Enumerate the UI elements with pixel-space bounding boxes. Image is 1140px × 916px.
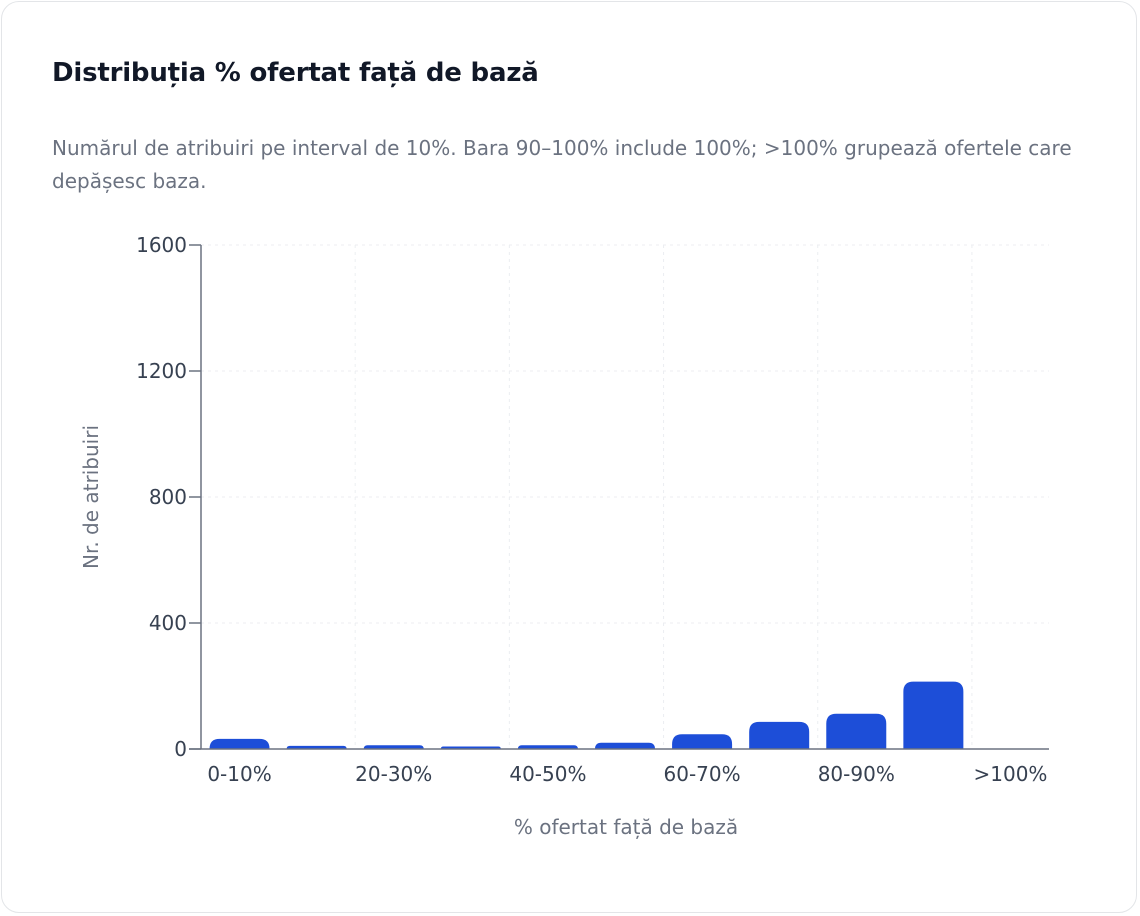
bar-90-100 (903, 681, 964, 749)
x-axis-title: % ofertat față de bază (514, 815, 738, 839)
y-tick-label: 1600 (136, 233, 187, 257)
y-tick-label: 400 (149, 611, 187, 635)
grid-lines (201, 244, 1049, 749)
bars (209, 681, 964, 749)
bar-40-50 (517, 745, 578, 749)
bar-10-20 (286, 745, 347, 749)
chart-subtitle: Numărul de atribuiri pe interval de 10%.… (52, 136, 1072, 193)
bar-60-70 (672, 734, 733, 749)
bar-0-10 (209, 738, 270, 749)
chart-title: Distribuția % ofertat față de bază (52, 58, 539, 88)
y-axis-title: Nr. de atribuiri (79, 425, 103, 569)
x-tick-label: 20-30% (355, 762, 432, 786)
x-tick-labels: 0-10% 20-30% 40-50% 60-70% 80-90% >100% (207, 762, 1047, 786)
y-tick-label: 800 (149, 485, 187, 509)
x-tick-label: 60-70% (664, 762, 741, 786)
bar-50-60 (595, 742, 655, 749)
x-tick-label: 0-10% (207, 762, 271, 786)
axes (189, 244, 1049, 750)
x-tick-label: >100% (973, 762, 1047, 786)
y-tick-label: 1200 (136, 359, 187, 383)
bar-20-30 (363, 745, 424, 749)
x-tick-label: 40-50% (509, 762, 586, 786)
x-tick-label: 80-90% (818, 762, 895, 786)
bar-80-90 (826, 713, 887, 749)
y-tick-labels: 0 400 800 1200 1600 (136, 233, 187, 761)
y-tick-label: 0 (174, 737, 187, 761)
bar-70-80 (749, 721, 810, 749)
